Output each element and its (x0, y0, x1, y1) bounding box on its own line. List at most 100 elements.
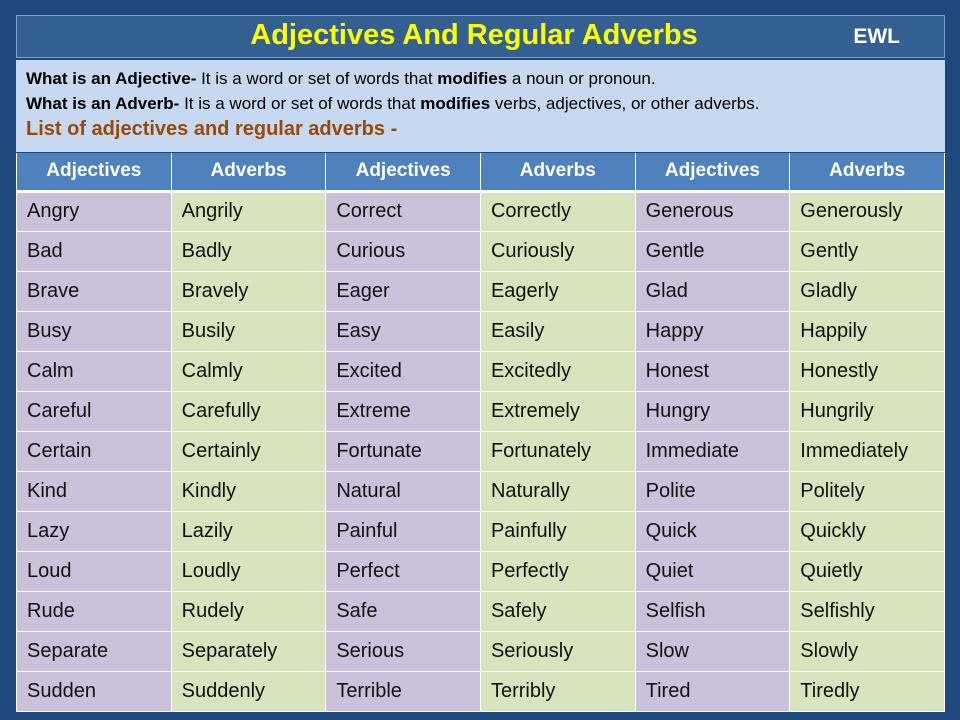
adjective-cell: Natural (325, 470, 481, 512)
adjective-cell: Extreme (325, 390, 481, 432)
table-row: Busy Busily Easy Easily Happy Happily (16, 310, 945, 352)
table-row: Rude Rudely Safe Safely Selfish Selfishly (16, 590, 945, 632)
adjective-cell: Correct (325, 190, 481, 232)
adverb-cell: Bravely (170, 270, 327, 312)
adverb-cell: Extremely (479, 390, 636, 432)
adverb-cell: Rudely (170, 590, 327, 632)
adverb-cell: Lazily (170, 510, 327, 552)
adverb-cell: Hungrily (789, 390, 945, 432)
column-header: Adjectives (16, 153, 172, 193)
adjective-cell: Busy (16, 310, 172, 352)
column-header: Adverbs (789, 153, 945, 193)
adjective-cell: Certain (16, 430, 172, 472)
adjective-cell: Selfish (634, 590, 791, 632)
adjective-cell: Sudden (16, 670, 172, 712)
table-row: Certain Certainly Fortunate Fortunately Imme… (16, 430, 945, 472)
adjective-cell: Eager (325, 270, 481, 312)
table-row: Calm Calmly Excited Excitedly Honest Honestly (16, 350, 945, 392)
adverb-cell: Gently (789, 230, 945, 272)
adjective-cell: Serious (325, 630, 481, 672)
adverb-cell: Certainly (170, 430, 327, 472)
adverb-cell: Badly (170, 230, 327, 272)
adjective-cell: Tired (634, 670, 791, 712)
adjective-cell: Rude (16, 590, 172, 632)
adverb-term: What is an Adverb- (26, 94, 180, 113)
adjective-term: What is an Adjective- (26, 69, 197, 88)
text: a noun or pronoun. (507, 69, 656, 88)
adjective-cell: Immediate (634, 430, 791, 472)
adverb-cell: Immediately (789, 430, 945, 472)
adverb-cell: Seriously (479, 630, 636, 672)
adverb-cell: Gladly (789, 270, 945, 312)
adverb-cell: Angrily (170, 190, 327, 232)
table-row: Careful Carefully Extreme Extremely Hungry Hu… (16, 390, 945, 432)
adverb-cell: Quickly (789, 510, 945, 552)
adverb-cell: Generously (789, 190, 945, 232)
adjective-cell: Glad (634, 270, 791, 312)
adjective-cell: Loud (16, 550, 172, 592)
table-row: Loud Loudly Perfect Perfectly Quiet Quietly (16, 550, 945, 592)
adverb-cell: Happily (789, 310, 945, 352)
text: It is a word or set of words that (196, 69, 438, 88)
adverb-cell: Perfectly (479, 550, 636, 592)
column-header: Adverbs (479, 153, 636, 193)
adverb-cell: Quietly (789, 550, 945, 592)
adjective-cell: Fortunate (325, 430, 481, 472)
adjective-definition: What is an Adjective- It is a word or se… (26, 66, 935, 91)
adjective-cell: Slow (634, 630, 791, 672)
adverb-cell: Honestly (789, 350, 945, 392)
adverb-cell: Busily (170, 310, 327, 352)
text: verbs, adjectives, or other adverbs. (490, 94, 760, 113)
adverb-cell: Safely (479, 590, 636, 632)
adjective-cell: Quick (634, 510, 791, 552)
adverb-cell: Correctly (479, 190, 636, 232)
adjective-cell: Terrible (325, 670, 481, 712)
adjective-cell: Kind (16, 470, 172, 512)
adjective-cell: Easy (325, 310, 481, 352)
adverb-cell: Fortunately (479, 430, 636, 472)
adverb-cell: Separately (170, 630, 327, 672)
column-header: Adjectives (325, 153, 481, 193)
adjective-cell: Lazy (16, 510, 172, 552)
adjective-cell: Separate (16, 630, 172, 672)
text: It is a word or set of words that (179, 94, 421, 113)
definitions-panel: What is an Adjective- It is a word or se… (16, 60, 945, 152)
page-title: Adjectives And Regular Adverbs (250, 19, 698, 51)
adjective-cell: Careful (16, 390, 172, 432)
adverb-cell: Naturally (479, 470, 636, 512)
adjective-cell: Calm (16, 350, 172, 392)
adjective-cell: Perfect (325, 550, 481, 592)
adverb-cell: Excitedly (479, 350, 636, 392)
adjective-cell: Safe (325, 590, 481, 632)
column-header: Adjectives (634, 153, 791, 193)
adverb-definition: What is an Adverb- It is a word or set o… (26, 91, 935, 116)
adjective-cell: Brave (16, 270, 172, 312)
header-row: Adjectives Adverbs Adjectives Adverbs Adject… (16, 153, 945, 193)
adjective-cell: Curious (325, 230, 481, 272)
text-bold: modifies (437, 69, 508, 88)
column-header: Adverbs (170, 153, 327, 193)
adjective-cell: Generous (634, 190, 791, 232)
adjective-cell: Quiet (634, 550, 791, 592)
table-row: Brave Bravely Eager Eagerly Glad Gladly (16, 270, 945, 312)
adverb-cell: Eagerly (479, 270, 636, 312)
adjective-cell: Polite (634, 470, 791, 512)
text-bold: modifies (420, 94, 491, 113)
adverb-cell: Painfully (479, 510, 636, 552)
adverb-cell: Tiredly (789, 670, 945, 712)
adverb-cell: Easily (479, 310, 636, 352)
table-row: Lazy Lazily Painful Painfully Quick Quickly (16, 510, 945, 552)
adverb-cell: Kindly (170, 470, 327, 512)
table-row: Sudden Suddenly Terrible Terribly Tired Tired… (16, 670, 945, 712)
logo: EWL (853, 25, 900, 48)
adverb-cell: Curiously (479, 230, 636, 272)
table-row: Bad Badly Curious Curiously Gentle Gently (16, 230, 945, 272)
title-bar: Adjectives And Regular Adverbs EWL (16, 15, 945, 58)
adverb-cell: Slowly (789, 630, 945, 672)
adverb-cell: Loudly (170, 550, 327, 592)
adjective-cell: Painful (325, 510, 481, 552)
adverb-cell: Politely (789, 470, 945, 512)
table-row: Angry Angrily Correct Correctly Generous Gene… (16, 190, 945, 232)
adjective-cell: Excited (325, 350, 481, 392)
adverb-cell: Selfishly (789, 590, 945, 632)
